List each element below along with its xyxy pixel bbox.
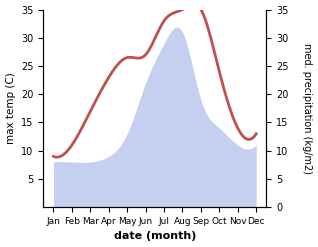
X-axis label: date (month): date (month): [114, 231, 196, 242]
Y-axis label: med. precipitation (kg/m2): med. precipitation (kg/m2): [302, 43, 313, 174]
Y-axis label: max temp (C): max temp (C): [5, 72, 16, 144]
